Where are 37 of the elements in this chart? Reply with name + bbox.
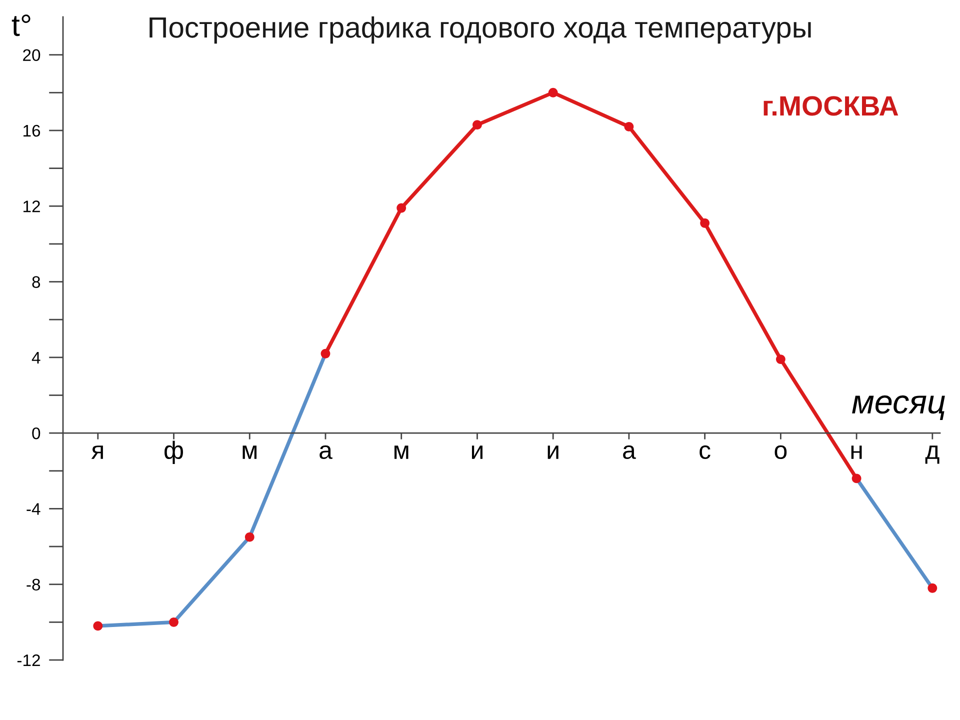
x-tick-label: а bbox=[623, 445, 636, 460]
point bbox=[244, 532, 254, 542]
x-tick-label: м bbox=[242, 446, 256, 459]
chart-title: Построение графика годового хода температуры bbox=[150, 16, 811, 44]
y-tick-label: 12 bbox=[24, 200, 40, 212]
point bbox=[320, 348, 330, 358]
y-tick-label: 20 bbox=[23, 49, 40, 62]
y-tick-label: -8 bbox=[26, 578, 40, 591]
point bbox=[776, 354, 786, 364]
y-tick-label: -4 bbox=[26, 503, 40, 515]
x-tick-label: о bbox=[774, 445, 787, 460]
x-tick-label: и bbox=[548, 446, 558, 459]
x-tick-label: я bbox=[91, 446, 103, 459]
point bbox=[396, 203, 406, 213]
annotation: г.МОСКВА bbox=[764, 96, 898, 116]
point bbox=[93, 621, 103, 631]
x-tick-label: ф bbox=[164, 440, 183, 464]
y-tick-label: 8 bbox=[32, 276, 40, 288]
point bbox=[624, 122, 634, 132]
point bbox=[169, 617, 178, 627]
x-tick-label: с bbox=[700, 445, 710, 460]
x-tick-label: и bbox=[472, 446, 482, 459]
point bbox=[928, 583, 938, 593]
point bbox=[700, 218, 710, 228]
y-tick-label: -12 bbox=[17, 654, 40, 666]
y-tick-label: 4 bbox=[32, 352, 40, 364]
point bbox=[548, 88, 558, 98]
x-tick-label: м bbox=[394, 446, 408, 459]
x-tick-label: а bbox=[320, 445, 332, 460]
point bbox=[472, 120, 482, 130]
y-axis-title: t° bbox=[12, 14, 30, 36]
x-axis-title: месяц bbox=[852, 395, 945, 420]
x-tick-label: н bbox=[851, 446, 862, 459]
point bbox=[852, 474, 862, 484]
x-tick-label: д bbox=[925, 446, 940, 464]
y-tick-label: 0 bbox=[32, 427, 40, 440]
y-tick-label: 16 bbox=[24, 124, 40, 137]
